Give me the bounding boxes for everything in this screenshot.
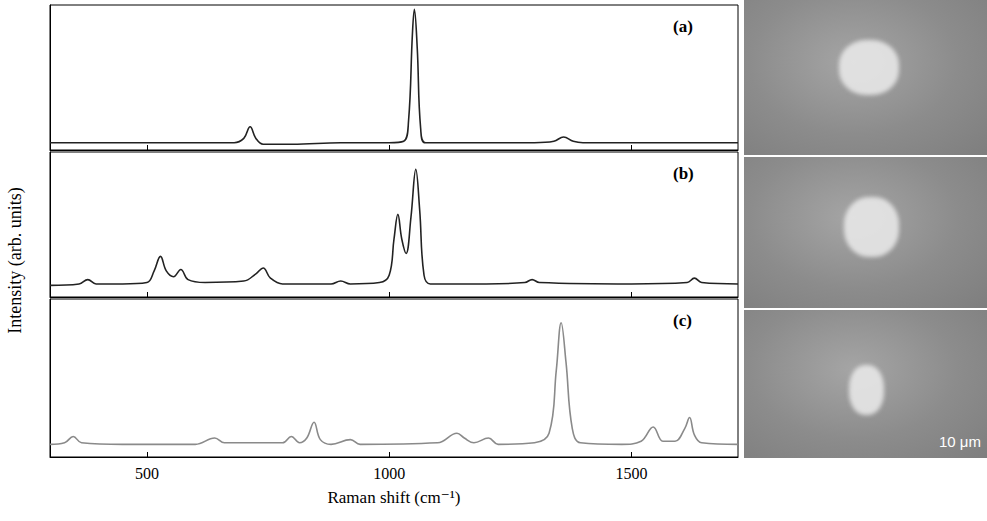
- svg-text:500: 500: [135, 465, 159, 482]
- svg-text:1500: 1500: [615, 465, 647, 482]
- html-text:10 μm: 10 μm: [939, 433, 981, 450]
- svg-text:(c): (c): [673, 311, 692, 330]
- svg-text:(b): (b): [673, 164, 694, 183]
- svg-text:Raman shift (cm⁻¹): Raman shift (cm⁻¹): [327, 488, 460, 507]
- svg-text:(a): (a): [673, 17, 693, 36]
- svg-text:1000: 1000: [373, 465, 405, 482]
- svg-text:Intensity (arb. units): Intensity (arb. units): [5, 187, 26, 333]
